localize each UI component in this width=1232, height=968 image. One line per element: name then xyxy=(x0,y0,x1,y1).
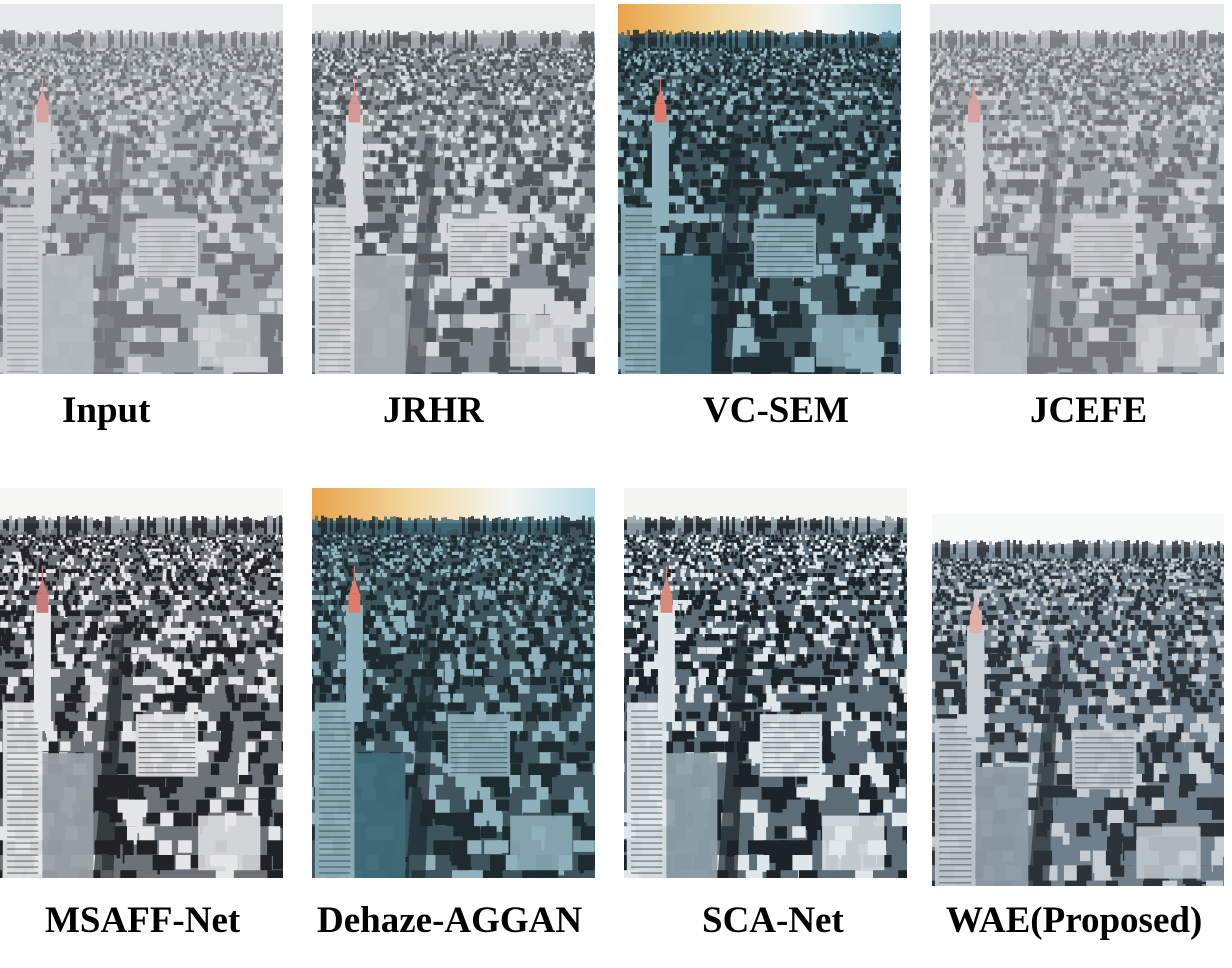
foreground-towers xyxy=(932,207,1201,374)
city-image-vc-sem xyxy=(618,4,901,374)
far-skyline xyxy=(930,29,1224,52)
label-sca-net: SCA-Net xyxy=(702,900,844,941)
foreground-towers xyxy=(314,702,573,878)
city-image-input xyxy=(0,4,283,374)
haze xyxy=(312,4,595,374)
panel-msaff-net xyxy=(0,488,283,878)
panel-jrhr xyxy=(312,4,595,374)
panel-wae-proposed xyxy=(932,514,1224,886)
landmark-tower xyxy=(33,78,51,226)
city-image-dehaze-aggan xyxy=(312,488,595,878)
street xyxy=(717,624,749,878)
label-jrhr: JRHR xyxy=(383,390,484,431)
label-jcefe: JCEFE xyxy=(1030,390,1148,431)
far-skyline xyxy=(618,29,901,52)
street xyxy=(711,133,743,374)
haze xyxy=(0,4,283,374)
city-image-jrhr xyxy=(312,4,595,374)
sky xyxy=(0,488,283,524)
street xyxy=(405,133,437,374)
far-skyline xyxy=(312,29,595,52)
landmark-tower xyxy=(345,566,363,722)
foreground-towers xyxy=(2,702,261,878)
street xyxy=(93,133,125,374)
landmark-tower xyxy=(345,78,363,226)
landmark-tower xyxy=(965,78,983,226)
panel-sca-net xyxy=(624,488,907,878)
landmark-tower xyxy=(651,78,669,226)
street xyxy=(1028,644,1061,886)
foreground-towers xyxy=(2,207,261,374)
panel-jcefe xyxy=(930,4,1224,374)
city-image-wae-proposed xyxy=(932,514,1224,886)
foreground-towers xyxy=(620,207,879,374)
city-image-msaff-net xyxy=(0,488,283,878)
panel-vc-sem xyxy=(618,4,901,374)
far-skyline xyxy=(0,515,283,538)
sky xyxy=(624,488,907,524)
label-wae-proposed: WAE(Proposed) xyxy=(946,900,1203,941)
street xyxy=(93,624,125,878)
label-vc-sem: VC-SEM xyxy=(703,390,849,431)
sky xyxy=(312,488,595,524)
foreground-towers xyxy=(314,207,573,374)
far-skyline xyxy=(0,29,283,52)
panel-dehaze-aggan xyxy=(312,488,595,878)
street xyxy=(1027,133,1060,374)
far-skyline xyxy=(624,515,907,538)
street xyxy=(405,624,437,878)
label-input: Input xyxy=(62,390,151,431)
city-image-jcefe xyxy=(930,4,1224,374)
panel-input xyxy=(0,4,283,374)
landmark-tower xyxy=(33,566,51,722)
landmark-tower xyxy=(657,566,675,722)
label-msaff-net: MSAFF-Net xyxy=(45,900,241,941)
label-dehaze-aggan: Dehaze-AGGAN xyxy=(317,900,583,941)
city-image-sca-net xyxy=(624,488,907,878)
landmark-tower xyxy=(967,588,985,738)
foreground-towers xyxy=(626,702,885,878)
foreground-towers xyxy=(934,718,1201,886)
haze xyxy=(930,4,1224,374)
far-skyline xyxy=(932,539,1224,562)
far-skyline xyxy=(312,515,595,538)
